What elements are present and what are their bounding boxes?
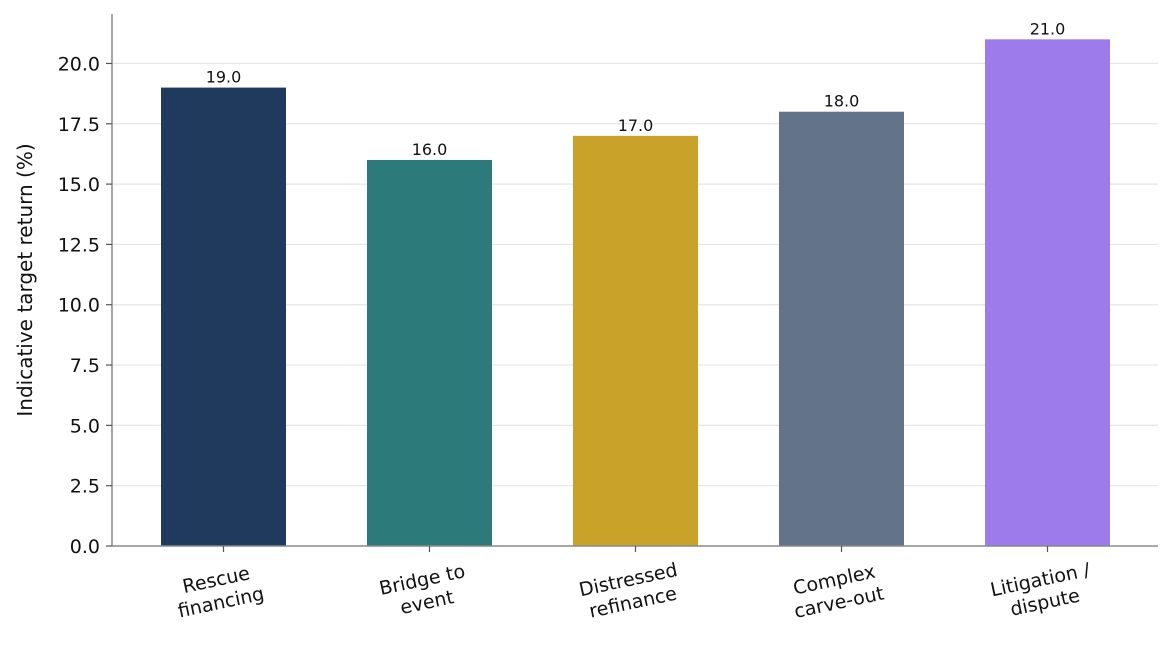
y-tick-label: 0.0 (70, 536, 100, 558)
data-label: 17.0 (618, 116, 654, 135)
x-tick-label: Distressedrefinance (577, 559, 684, 624)
x-tick-label: Bridge toevent (377, 560, 472, 622)
data-label: 19.0 (206, 68, 242, 87)
y-tick-label: 17.5 (58, 114, 100, 136)
x-axis-ticks: Rescuefinancing Bridge toevent Distressedr… (171, 546, 1098, 624)
y-tick-label: 10.0 (58, 295, 100, 317)
y-tick-label: 2.5 (70, 476, 100, 498)
bar (985, 39, 1110, 546)
bar (573, 135, 698, 547)
y-axis-title: Indicative target return (%) (13, 143, 37, 416)
y-tick-label: 20.0 (58, 53, 100, 75)
bar (161, 87, 286, 546)
y-tick-label: 5.0 (70, 415, 100, 437)
data-label: 18.0 (824, 92, 860, 111)
bar (367, 159, 492, 546)
y-axis-ticks: 0.0 2.5 5.0 7.5 10.0 12.5 15.0 17.5 20.0 (58, 53, 112, 558)
x-tick-label: Litigation /dispute (989, 559, 1098, 624)
y-tick-label: 7.5 (70, 355, 100, 377)
data-label: 16.0 (412, 140, 448, 159)
x-tick-label: Complexcarve-out (787, 560, 886, 623)
bar (779, 111, 904, 546)
y-tick-label: 12.5 (58, 234, 100, 256)
data-label: 21.0 (1030, 19, 1066, 38)
x-tick-label: Rescuefinancing (171, 560, 266, 622)
bars (161, 39, 1110, 547)
data-labels: 19.0 16.0 17.0 18.0 21.0 (206, 19, 1066, 159)
y-tick-label: 15.0 (58, 174, 100, 196)
